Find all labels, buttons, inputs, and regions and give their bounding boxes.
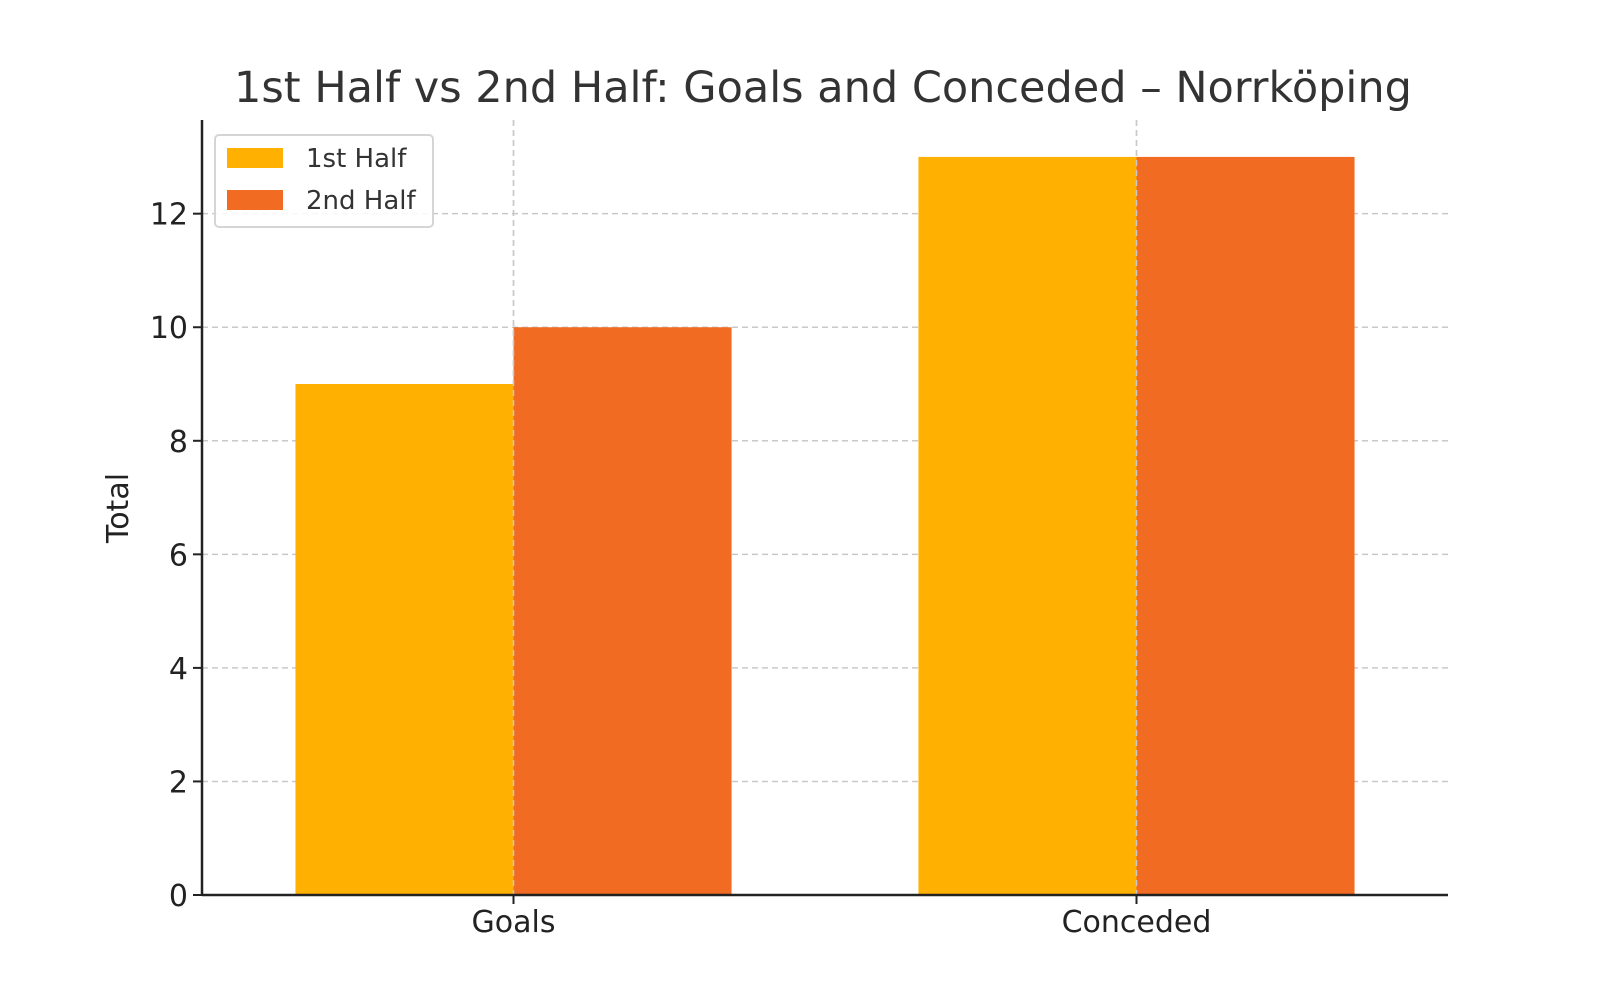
y-tick-label: 6 xyxy=(169,538,188,573)
x-tick-label: Conceded xyxy=(1062,905,1212,940)
bars xyxy=(295,120,1355,895)
y-tick-label: 4 xyxy=(169,652,188,687)
y-tick-label: 8 xyxy=(169,425,188,460)
tick-labels: 0 2 4 6 8 10 12 Goals Conceded xyxy=(150,198,1212,940)
chart-title: 1st Half vs 2nd Half: Goals and Conceded… xyxy=(234,63,1412,113)
legend-swatch xyxy=(227,148,283,168)
bar-1st-half-goals xyxy=(295,384,514,895)
x-tick-label: Goals xyxy=(472,905,556,940)
y-tick-label: 0 xyxy=(169,879,188,914)
legend-label: 1st Half xyxy=(306,144,407,174)
axes xyxy=(193,120,1448,904)
bar-2nd-half-goals xyxy=(513,327,732,895)
y-tick-label: 2 xyxy=(169,765,188,800)
legend: 1st Half 2nd Half xyxy=(214,134,434,228)
y-tick-label: 12 xyxy=(150,198,188,233)
bar-1st-half-conceded xyxy=(918,156,1137,895)
y-tick-label: 10 xyxy=(150,311,188,346)
legend-label: 2nd Half xyxy=(306,186,416,216)
legend-swatch xyxy=(227,190,283,210)
bar-2nd-half-conceded xyxy=(1136,156,1355,895)
y-axis-label: Total xyxy=(101,473,136,544)
